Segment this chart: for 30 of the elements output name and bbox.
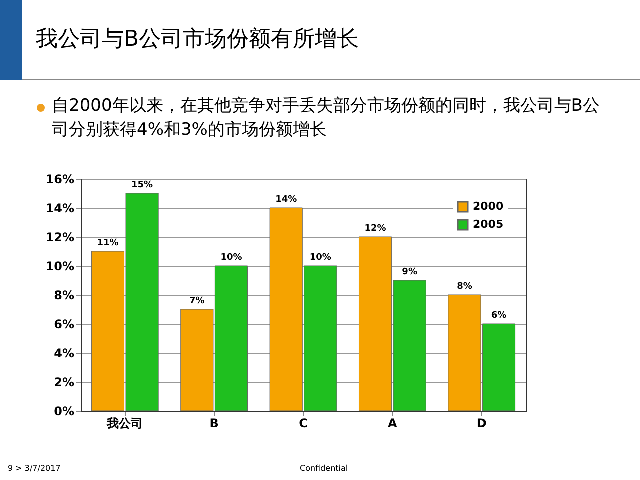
legend-label: 2000: [473, 200, 504, 213]
chart-subtitle: 自2000年以来，在其他竞争对手丢失部分市场份额的同时，我公司与B公司分别获得4%和3%的市场份额增长: [52, 95, 601, 142]
data-label: 12%: [364, 224, 386, 234]
data-label: 9%: [402, 268, 418, 278]
y-tick-label: 16%: [46, 172, 74, 186]
y-tick-label: 12%: [46, 230, 74, 244]
y-tick-label: 14%: [46, 202, 74, 216]
legend-label: 2005: [473, 218, 504, 231]
y-tick-label: 8%: [54, 288, 74, 302]
x-tick-label: 我公司: [106, 416, 144, 430]
data-label: 14%: [276, 195, 298, 205]
y-tick-label: 4%: [54, 346, 74, 360]
data-label: 7%: [190, 296, 205, 306]
y-tick-label: 6%: [54, 318, 74, 332]
data-label: 10%: [310, 253, 332, 263]
chart-title: 我公司与B公司市场份额有所增长: [36, 26, 360, 54]
x-tick-label: C: [299, 416, 308, 430]
data-label: 6%: [491, 311, 507, 321]
data-label: 11%: [97, 238, 119, 248]
data-label: 10%: [220, 253, 242, 263]
y-tick-label: 0%: [54, 404, 74, 418]
x-tick-label: A: [388, 416, 398, 430]
x-tick-label: D: [476, 416, 487, 430]
y-tick-label: 2%: [54, 376, 74, 390]
data-label: 15%: [132, 180, 154, 190]
data-label: 8%: [457, 282, 472, 292]
y-tick-label: 10%: [46, 260, 74, 274]
x-tick-label: B: [210, 416, 219, 430]
text: Confidential: [300, 464, 348, 473]
text: 9 > 3/7/2017: [8, 464, 61, 473]
